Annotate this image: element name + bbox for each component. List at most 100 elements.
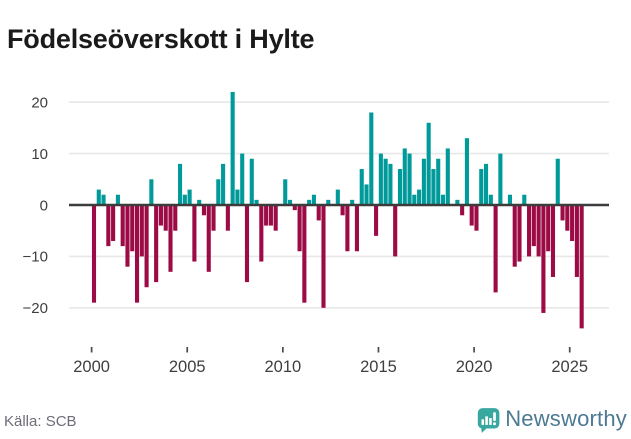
bar [225, 205, 230, 231]
newsworthy-speech-bubble-bar-chart-icon [477, 408, 500, 433]
bar [541, 205, 546, 313]
bar [369, 112, 374, 205]
bar [340, 205, 345, 216]
bar [254, 199, 259, 205]
bar [388, 163, 393, 205]
bar [316, 205, 321, 221]
bar [407, 153, 412, 205]
bar [359, 169, 364, 205]
bar [464, 138, 469, 205]
bar [192, 205, 197, 262]
bar [378, 153, 383, 205]
brand-name: Newsworthy [505, 406, 627, 431]
x-axis-label: 2000 [73, 358, 110, 376]
bar [292, 205, 297, 211]
bar [460, 205, 465, 216]
bar [206, 205, 211, 272]
bar [158, 205, 163, 226]
bar [244, 205, 250, 283]
bar [383, 158, 388, 205]
bar [440, 194, 446, 205]
bar [302, 205, 307, 303]
bar [350, 199, 355, 205]
bar [311, 194, 316, 205]
bar [488, 194, 493, 205]
bar [493, 205, 498, 293]
bar [178, 163, 183, 205]
bar [297, 205, 302, 252]
bar [507, 194, 512, 205]
bar [393, 205, 398, 257]
bar [96, 189, 101, 205]
bar [144, 205, 149, 288]
bar [187, 189, 192, 205]
bar [479, 169, 484, 205]
bar [201, 205, 207, 216]
bar [531, 205, 536, 247]
bar [512, 205, 517, 267]
x-axis-label: 2010 [264, 358, 301, 376]
bar [546, 205, 551, 252]
bar [287, 199, 293, 205]
bar [335, 189, 340, 205]
bar [130, 205, 135, 252]
bar [412, 194, 417, 205]
bar [216, 179, 221, 205]
bar [560, 205, 565, 221]
bar [436, 158, 441, 205]
bar [235, 189, 240, 205]
x-axis-label: 2025 [551, 358, 588, 376]
bar [474, 205, 479, 231]
bar [321, 205, 326, 308]
bar [517, 205, 522, 262]
bar [498, 153, 503, 205]
bar [431, 169, 436, 205]
x-axis-label: 2015 [360, 358, 397, 376]
bar [240, 153, 245, 205]
bar [268, 205, 273, 226]
y-axis-label: 20 [31, 95, 48, 112]
bar [111, 205, 116, 241]
page-title: Födelseöverskott i Hylte [7, 24, 315, 55]
bar [283, 179, 288, 205]
bar [426, 122, 431, 205]
bar [574, 205, 579, 277]
bar [570, 205, 575, 241]
bar [579, 205, 584, 329]
bar [527, 205, 532, 257]
bar [259, 205, 264, 262]
bar [522, 194, 527, 205]
bar [139, 205, 144, 257]
bar [168, 205, 173, 272]
bar [149, 179, 154, 205]
bar [106, 205, 111, 247]
bar [197, 199, 202, 205]
bar [182, 194, 187, 205]
bar [469, 205, 474, 226]
bar [565, 205, 570, 231]
bar [249, 158, 254, 205]
bar [173, 205, 178, 231]
bar [550, 205, 556, 277]
x-axis-label: 2005 [169, 358, 206, 376]
bar [230, 91, 235, 205]
source-label: Källa: SCB [4, 413, 77, 430]
y-axis-label: −20 [23, 300, 48, 317]
bar [364, 184, 369, 205]
bar [211, 205, 216, 231]
bar [221, 163, 226, 205]
x-axis-label: 2020 [456, 358, 493, 376]
bar [125, 205, 130, 267]
bar [483, 163, 489, 205]
bar [374, 205, 379, 236]
bar [91, 205, 97, 303]
bar [163, 205, 168, 231]
bar [455, 199, 460, 205]
bar [154, 205, 159, 283]
y-axis-label: 10 [31, 146, 48, 163]
bar [326, 199, 331, 205]
bar [536, 205, 541, 257]
bar [417, 189, 422, 205]
bar [264, 205, 269, 226]
